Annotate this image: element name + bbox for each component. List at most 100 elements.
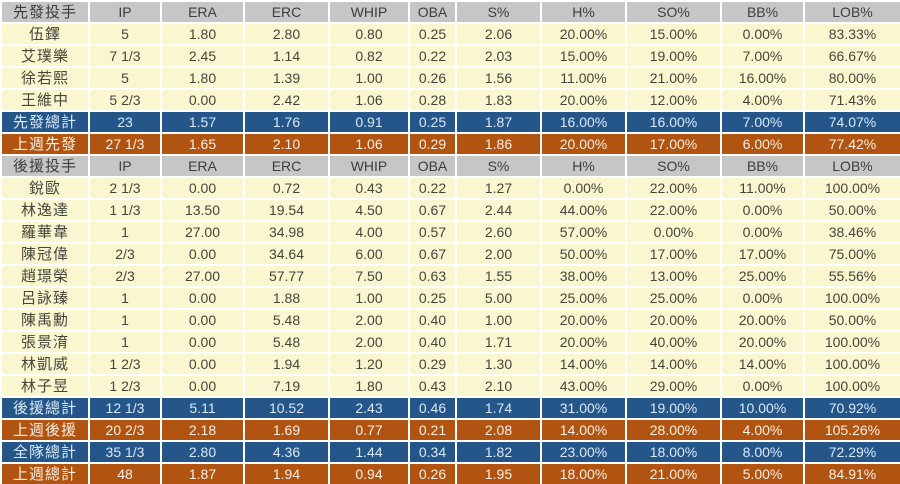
value-cell: 0.82	[328, 44, 410, 68]
value-cell: 1.44	[328, 440, 410, 464]
value-cell: 0.00	[160, 374, 245, 398]
value-cell: 2 1/3	[88, 176, 162, 200]
value-cell: 100.00%	[803, 176, 900, 200]
row-label: 呂詠臻	[0, 286, 90, 310]
value-cell: 20.00%	[625, 308, 722, 332]
value-cell: 5.00	[455, 286, 542, 310]
value-cell: 1.20	[328, 352, 410, 376]
value-cell: 6.00	[328, 242, 410, 266]
value-cell: 0.43	[328, 176, 410, 200]
column-header-cell: ERC	[243, 0, 330, 24]
value-cell: 0.21	[408, 418, 457, 442]
column-header-cell: IP	[88, 0, 162, 24]
value-cell: 1.80	[160, 22, 245, 46]
value-cell: 2.00	[455, 242, 542, 266]
value-cell: 0.22	[408, 176, 457, 200]
value-cell: 0.00	[160, 286, 245, 310]
value-cell: 1 1/3	[88, 198, 162, 222]
column-header-cell: WHIP	[328, 154, 410, 178]
value-cell: 0.80	[328, 22, 410, 46]
value-cell: 1.94	[243, 462, 330, 484]
value-cell: 57.00%	[540, 220, 627, 244]
row-label: 林凱威	[0, 352, 90, 376]
value-cell: 0.00	[160, 242, 245, 266]
value-cell: 0.00%	[720, 22, 805, 46]
value-cell: 74.07%	[803, 110, 900, 134]
value-cell: 0.77	[328, 418, 410, 442]
value-cell: 20.00%	[540, 132, 627, 156]
row-label: 陳冠偉	[0, 242, 90, 266]
column-header-cell: ERC	[243, 154, 330, 178]
value-cell: 5.11	[160, 396, 245, 420]
value-cell: 34.64	[243, 242, 330, 266]
value-cell: 2.08	[455, 418, 542, 442]
column-header-cell: OBA	[408, 154, 457, 178]
value-cell: 13.00%	[625, 264, 722, 288]
value-cell: 1.87	[160, 462, 245, 484]
value-cell: 19.54	[243, 198, 330, 222]
value-cell: 22.00%	[625, 176, 722, 200]
value-cell: 84.91%	[803, 462, 900, 484]
value-cell: 5.48	[243, 330, 330, 354]
value-cell: 27.00	[160, 220, 245, 244]
row-label: 後援總計	[0, 396, 90, 420]
value-cell: 5	[88, 66, 162, 90]
value-cell: 2.45	[160, 44, 245, 68]
value-cell: 0.26	[408, 462, 457, 484]
value-cell: 20.00%	[540, 330, 627, 354]
value-cell: 2.44	[455, 198, 542, 222]
value-cell: 2.80	[243, 22, 330, 46]
value-cell: 2.43	[328, 396, 410, 420]
value-cell: 50.00%	[803, 308, 900, 332]
value-cell: 1.30	[455, 352, 542, 376]
value-cell: 1.00	[455, 308, 542, 332]
value-cell: 0.25	[408, 286, 457, 310]
value-cell: 100.00%	[803, 352, 900, 376]
table-row: 艾璞樂 7 1/3 2.45 1.14 0.82 0.22 2.03 15.00% 19.00%…	[0, 44, 900, 68]
value-cell: 1.74	[455, 396, 542, 420]
value-cell: 2.18	[160, 418, 245, 442]
value-cell: 25.00%	[625, 286, 722, 310]
value-cell: 7 1/3	[88, 44, 162, 68]
value-cell: 0.00	[160, 176, 245, 200]
value-cell: 1.57	[160, 110, 245, 134]
value-cell: 4.36	[243, 440, 330, 464]
value-cell: 50.00%	[803, 198, 900, 222]
value-cell: 43.00%	[540, 374, 627, 398]
value-cell: 2.03	[455, 44, 542, 68]
value-cell: 0.00	[160, 88, 245, 112]
value-cell: 4.50	[328, 198, 410, 222]
value-cell: 20.00%	[540, 308, 627, 332]
value-cell: 0.22	[408, 44, 457, 68]
value-cell: 1.00	[328, 66, 410, 90]
value-cell: 8.00%	[720, 440, 805, 464]
value-cell: 0.91	[328, 110, 410, 134]
column-header-cell: LOB%	[803, 0, 900, 24]
value-cell: 2/3	[88, 264, 162, 288]
value-cell: 7.19	[243, 374, 330, 398]
value-cell: 0.00%	[720, 286, 805, 310]
value-cell: 12.00%	[625, 88, 722, 112]
value-cell: 28.00%	[625, 418, 722, 442]
value-cell: 1.06	[328, 88, 410, 112]
table-row: 銳歐 2 1/3 0.00 0.72 0.43 0.22 1.27 0.00% 22.00% 11…	[0, 176, 900, 200]
value-cell: 35 1/3	[88, 440, 162, 464]
value-cell: 1	[88, 220, 162, 244]
value-cell: 2.10	[243, 132, 330, 156]
column-header-cell: OBA	[408, 0, 457, 24]
table-row: 先發總計 23 1.57 1.76 0.91 0.25 1.87 16.00% 16.00% 7.…	[0, 110, 900, 134]
column-header-cell: SO%	[625, 0, 722, 24]
value-cell: 20.00%	[540, 22, 627, 46]
value-cell: 71.43%	[803, 88, 900, 112]
value-cell: 10.00%	[720, 396, 805, 420]
table-row: 後援總計 12 1/3 5.11 10.52 2.43 0.46 1.74 31.00% 19.…	[0, 396, 900, 420]
row-label: 趙璟榮	[0, 264, 90, 288]
value-cell: 2.00	[328, 308, 410, 332]
row-label: 銳歐	[0, 176, 90, 200]
value-cell: 1.87	[455, 110, 542, 134]
value-cell: 0.26	[408, 66, 457, 90]
value-cell: 38.00%	[540, 264, 627, 288]
value-cell: 100.00%	[803, 286, 900, 310]
value-cell: 0.00%	[720, 198, 805, 222]
